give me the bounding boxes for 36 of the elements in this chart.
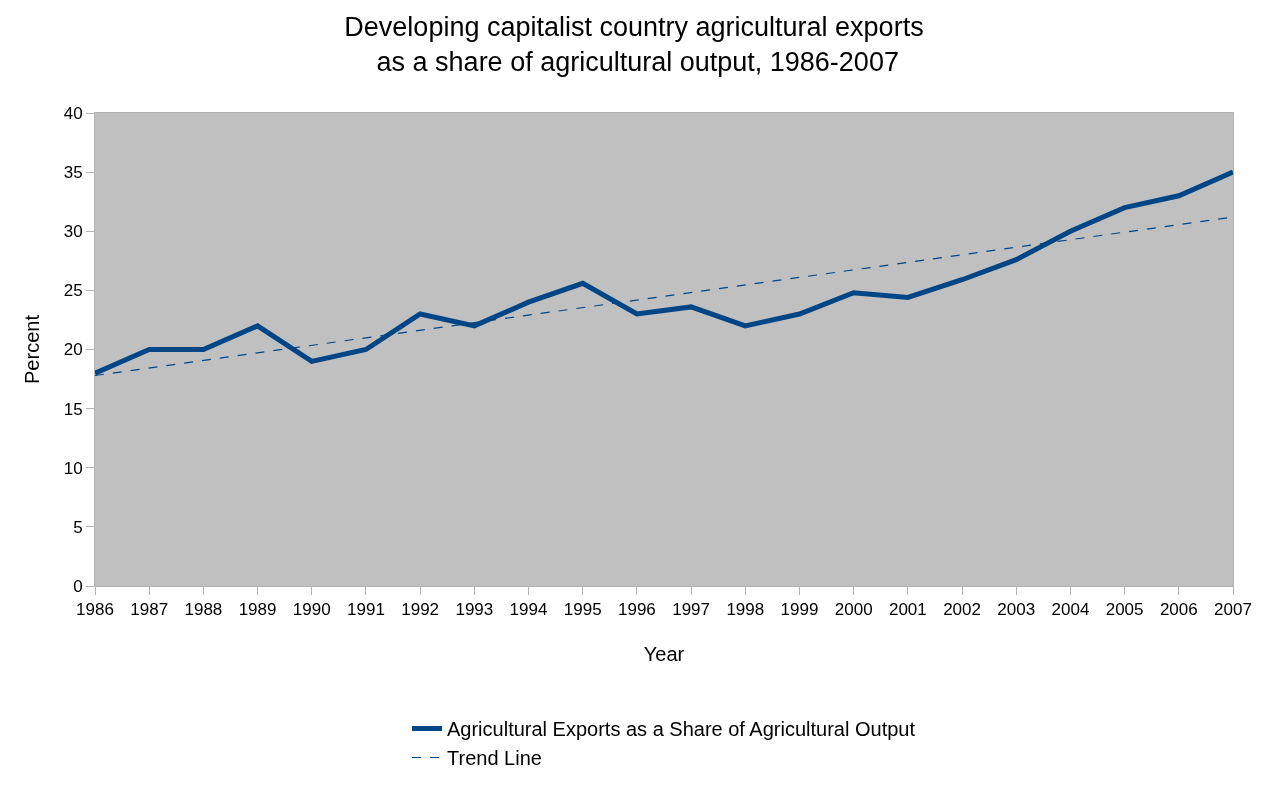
x-tick-label: 1998 xyxy=(726,600,765,620)
y-tick-label: 40 xyxy=(63,103,83,123)
y-tick-label: 25 xyxy=(63,281,83,301)
y-axis-title: Percent xyxy=(21,314,44,384)
x-tick-label: 1991 xyxy=(347,600,385,620)
x-tick-label: 1999 xyxy=(780,600,819,620)
x-tick-label: 2004 xyxy=(1051,600,1090,620)
x-tick-label: 2005 xyxy=(1105,600,1144,620)
x-axis-title: Year xyxy=(643,642,685,665)
y-tick-label: 5 xyxy=(73,517,83,537)
x-tick-label: 1994 xyxy=(509,600,548,620)
chart-title: Developing capitalist country agricultural exports as a share of agricultural output, 1986-2007 xyxy=(344,11,924,77)
x-tick-label: 1995 xyxy=(563,600,602,620)
x-tick-label: 1997 xyxy=(672,600,711,620)
legend-label: Trend Line xyxy=(447,747,542,770)
y-tick-label: 30 xyxy=(63,222,83,242)
y-tick-label: 20 xyxy=(63,340,83,360)
x-tick-label: 1986 xyxy=(76,600,114,620)
x-tick-label: 2000 xyxy=(834,600,873,620)
x-tick-label: 1990 xyxy=(292,600,331,620)
y-tick-label: 10 xyxy=(63,458,83,478)
y-tick-label: 15 xyxy=(63,399,83,419)
legend-label: Agricultural Exports as a Share of Agricultural Output xyxy=(447,718,916,741)
x-tick-label: 1988 xyxy=(184,600,223,620)
y-tick-label: 0 xyxy=(73,576,83,596)
x-tick-label: 1987 xyxy=(130,600,169,620)
x-tick-label: 2007 xyxy=(1214,600,1252,620)
x-tick-label: 2002 xyxy=(943,600,981,620)
x-tick-label: 1996 xyxy=(617,600,656,620)
x-tick-label: 1992 xyxy=(401,600,440,620)
x-tick-label: 1989 xyxy=(238,600,277,620)
x-tick-label: 2003 xyxy=(997,600,1036,620)
y-tick-label: 35 xyxy=(63,163,83,183)
x-tick-label: 2006 xyxy=(1159,600,1198,620)
x-tick-label: 1993 xyxy=(455,600,494,620)
x-tick-label: 2001 xyxy=(888,600,927,620)
